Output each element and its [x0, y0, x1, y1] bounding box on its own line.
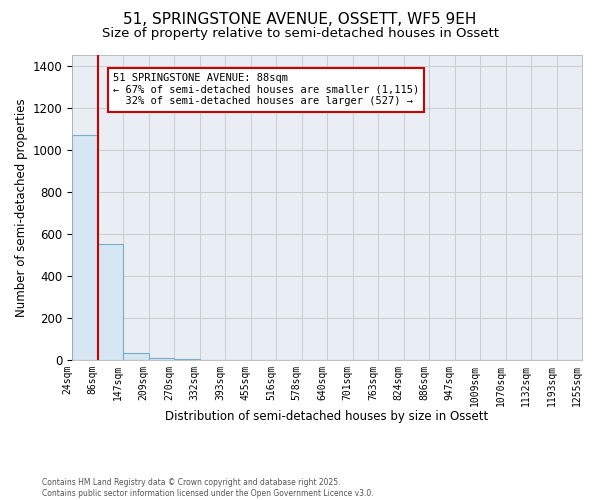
X-axis label: Distribution of semi-detached houses by size in Ossett: Distribution of semi-detached houses by …: [166, 410, 488, 423]
Bar: [149, 358, 174, 360]
Text: Size of property relative to semi-detached houses in Ossett: Size of property relative to semi-detach…: [101, 28, 499, 40]
Bar: [72, 135, 97, 360]
Text: Contains HM Land Registry data © Crown copyright and database right 2025.
Contai: Contains HM Land Registry data © Crown c…: [42, 478, 374, 498]
Bar: [97, 244, 123, 360]
Bar: [123, 352, 149, 360]
Text: 51, SPRINGSTONE AVENUE, OSSETT, WF5 9EH: 51, SPRINGSTONE AVENUE, OSSETT, WF5 9EH: [124, 12, 476, 28]
Y-axis label: Number of semi-detached properties: Number of semi-detached properties: [16, 98, 28, 317]
Text: 51 SPRINGSTONE AVENUE: 88sqm
← 67% of semi-detached houses are smaller (1,115)
 : 51 SPRINGSTONE AVENUE: 88sqm ← 67% of se…: [113, 74, 419, 106]
Bar: [174, 359, 199, 360]
